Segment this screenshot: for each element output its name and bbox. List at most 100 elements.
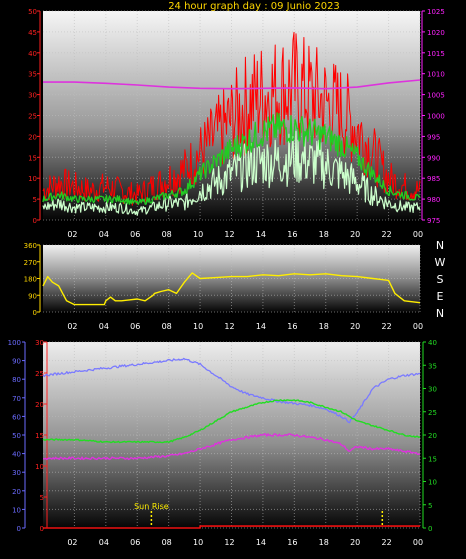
x-tick-label: 04: [99, 538, 109, 547]
temperature-axis-right-label: 0: [428, 525, 432, 533]
pressure-axis-label: 1000: [427, 113, 445, 121]
humidity-axis-label: 70: [12, 395, 21, 403]
temperature-axis-right-label: 35: [428, 362, 437, 370]
direction-axis-label: 270: [24, 259, 37, 267]
wind-speed-axis-label: 25: [28, 113, 37, 121]
wind-speed-axis-label: 35: [28, 71, 37, 79]
x-tick-label: 20: [350, 230, 360, 239]
x-tick-label: 18: [319, 230, 329, 239]
wind-speed-axis-label: 45: [28, 29, 37, 37]
humidity-axis-label: 80: [12, 376, 21, 384]
temperature-axis-right-label: 25: [428, 409, 437, 417]
compass-letter: E: [437, 290, 444, 303]
direction-axis-label: 90: [28, 292, 37, 300]
humidity-axis-label: 0: [17, 525, 21, 533]
temperature-axis-right-label: 15: [428, 455, 437, 463]
x-tick-label: 08: [162, 230, 172, 239]
humidity-axis-label: 30: [12, 469, 21, 477]
compass-letter: S: [437, 273, 444, 286]
pressure-axis-label: 1025: [427, 8, 445, 16]
x-tick-label: 00: [413, 322, 423, 331]
x-tick-label: 00: [413, 538, 423, 547]
x-tick-label: 12: [224, 538, 234, 547]
humidity-axis-label: 10: [12, 506, 21, 514]
pressure-axis-label: 1010: [427, 71, 445, 79]
x-tick-label: 20: [350, 322, 360, 331]
humidity-axis-label: 60: [12, 413, 21, 421]
series-avg: [42, 112, 421, 206]
data-series: [42, 31, 421, 529]
humidity-axis-label: 90: [12, 358, 21, 366]
temperature-axis-left-label: 15: [35, 432, 44, 440]
wind-speed-axis-label: 40: [28, 50, 37, 58]
x-tick-label: 16: [287, 230, 297, 239]
series-wind_low: [42, 130, 421, 216]
x-tick-label: 22: [381, 230, 391, 239]
x-tick-label: 06: [130, 230, 140, 239]
x-tick-label: 10: [193, 230, 203, 239]
temperature-axis-right-label: 20: [428, 432, 437, 440]
compass-letter: W: [435, 256, 446, 269]
x-tick-label: 18: [319, 538, 329, 547]
direction-axis-label: 0: [33, 309, 37, 317]
pressure-axis-label: 990: [427, 154, 440, 162]
series-dewpoint: [42, 433, 421, 461]
wind-speed-axis-label: 50: [28, 8, 37, 16]
pressure-axis-label: 1015: [427, 50, 445, 58]
x-tick-label: 16: [287, 538, 297, 547]
pressure-axis-label: 1020: [427, 29, 445, 37]
pressure-axis-label: 995: [427, 133, 440, 141]
x-tick-label: 20: [350, 538, 360, 547]
x-tick-label: 22: [381, 322, 391, 331]
x-tick-label: 18: [319, 322, 329, 331]
x-tick-label: 06: [130, 322, 140, 331]
series-temperature: [42, 399, 421, 444]
series-gust: [42, 31, 421, 206]
temperature-axis-left-label: 0: [40, 525, 44, 533]
x-tick-label: 12: [224, 322, 234, 331]
wind-speed-axis-label: 5: [33, 196, 37, 204]
wind-speed-axis-label: 30: [28, 92, 37, 100]
x-tick-label: 10: [193, 322, 203, 331]
direction-axis-label: 360: [24, 242, 37, 250]
x-tick-label: 08: [162, 538, 172, 547]
x-tick-label: 04: [99, 230, 109, 239]
series-rain: [43, 525, 420, 529]
x-tick-label: 10: [193, 538, 203, 547]
series-direction: [42, 272, 421, 306]
temperature-axis-right-label: 30: [428, 386, 437, 394]
direction-axis-label: 180: [24, 276, 37, 284]
wind-speed-axis-label: 0: [33, 217, 37, 225]
pressure-axis-label: 980: [427, 196, 440, 204]
x-tick-label: 02: [67, 230, 77, 239]
humidity-axis-label: 40: [12, 451, 21, 459]
compass-letter: N: [436, 307, 444, 320]
temperature-axis-left-label: 30: [35, 339, 44, 347]
series-humidity: [42, 357, 421, 424]
x-tick-label: 14: [256, 322, 266, 331]
pressure-axis-label: 1005: [427, 92, 445, 100]
humidity-axis-label: 100: [8, 339, 21, 347]
wind-speed-axis-label: 15: [28, 154, 37, 162]
humidity-axis-label: 20: [12, 488, 21, 496]
pressure-axis-label: 975: [427, 217, 440, 225]
x-tick-label: 02: [67, 538, 77, 547]
temperature-axis-right-label: 40: [428, 339, 437, 347]
compass-letter: N: [436, 239, 444, 252]
x-tick-label: 08: [162, 322, 172, 331]
series-pressure: [43, 79, 421, 90]
x-tick-label: 04: [99, 322, 109, 331]
x-tick-label: 00: [413, 230, 423, 239]
x-tick-label: 02: [67, 322, 77, 331]
sun-markers: Sun Rise: [134, 502, 384, 527]
x-tick-label: 16: [287, 322, 297, 331]
x-tick-label: 14: [256, 538, 266, 547]
axes: [22, 10, 426, 529]
temperature-axis-left-label: 5: [40, 494, 44, 502]
sun-rise-label: Sun Rise: [134, 502, 169, 511]
temperature-axis-left-label: 20: [35, 401, 44, 409]
temperature-axis-right-label: 10: [428, 479, 437, 487]
